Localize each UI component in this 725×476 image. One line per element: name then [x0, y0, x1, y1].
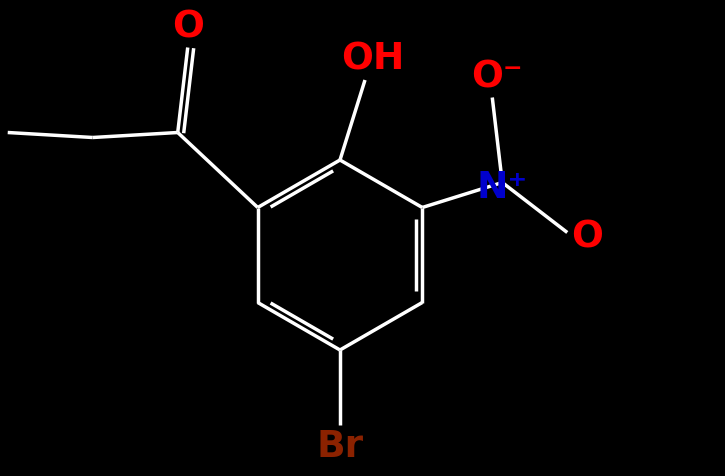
Text: Br: Br: [316, 429, 363, 465]
Text: O: O: [571, 219, 603, 256]
Text: N⁺: N⁺: [476, 169, 528, 206]
Text: O: O: [172, 10, 204, 46]
Text: OH: OH: [341, 42, 405, 78]
Text: O⁻: O⁻: [471, 60, 523, 96]
